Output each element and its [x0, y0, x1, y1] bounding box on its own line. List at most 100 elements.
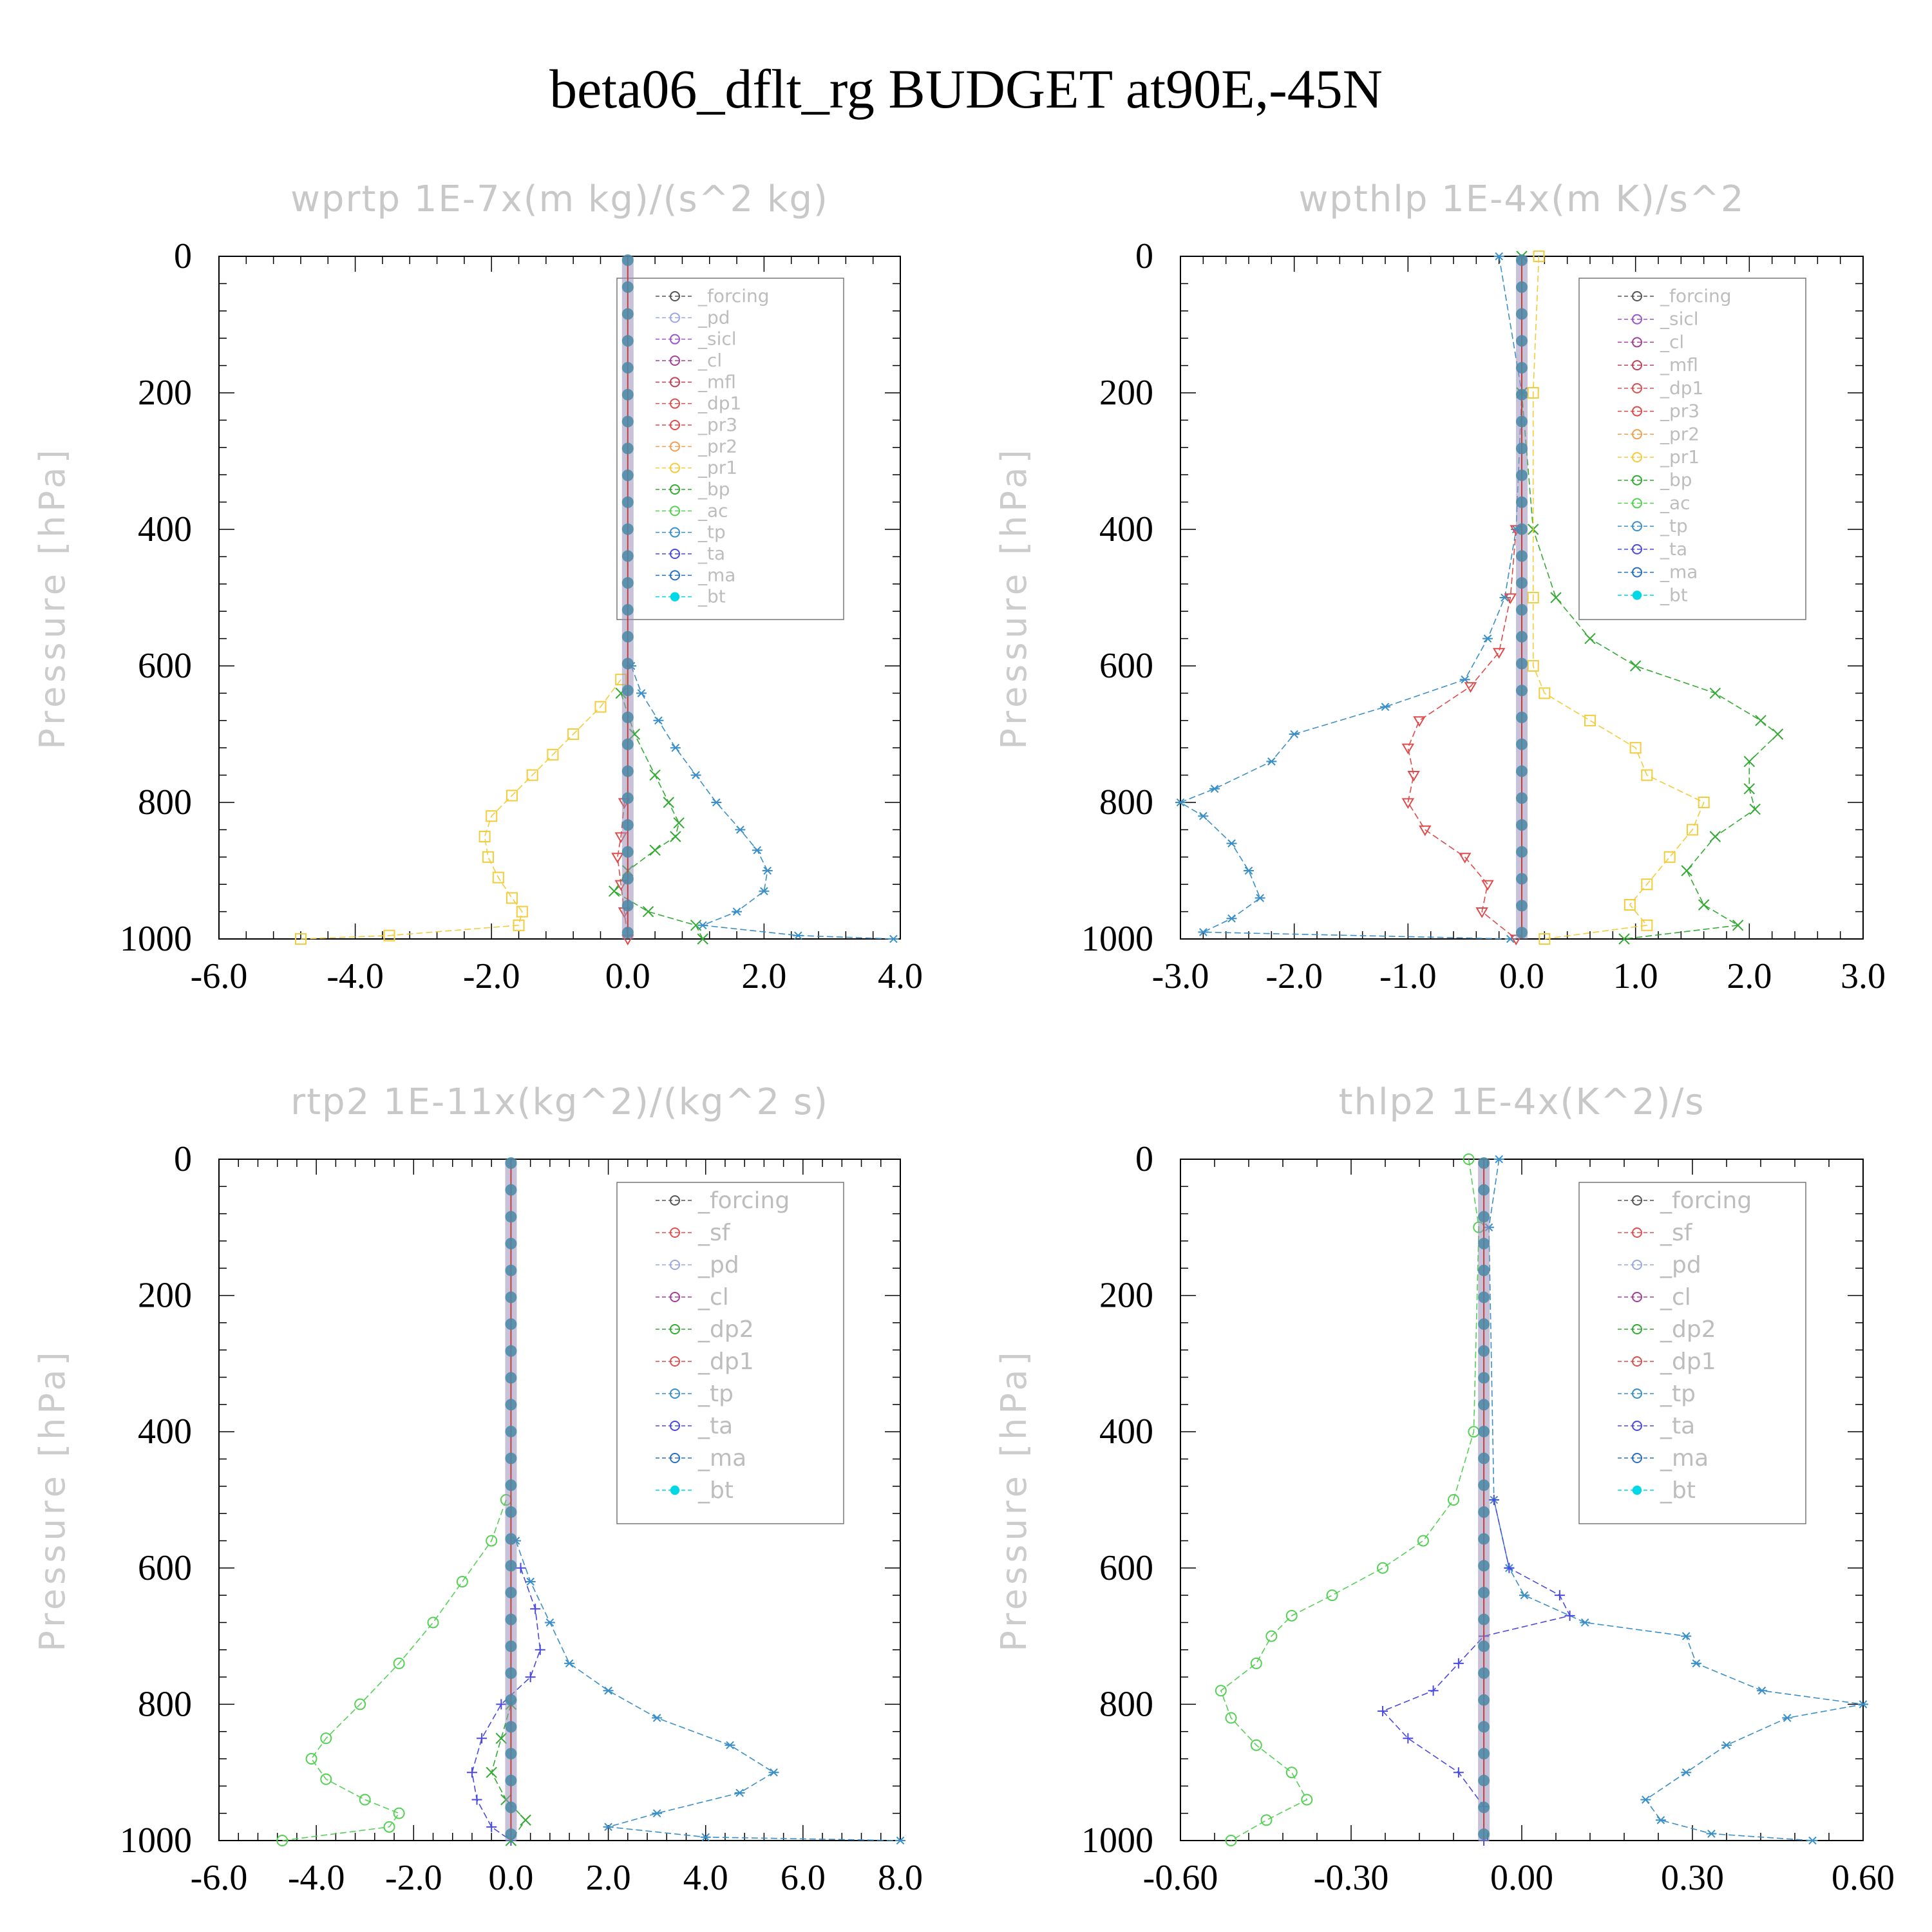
data-point — [1401, 798, 1415, 809]
data-point — [486, 1535, 498, 1547]
x-tick-label: 0.0 — [1499, 956, 1544, 996]
bt-marker — [1478, 1640, 1490, 1653]
bt-marker — [1478, 1667, 1490, 1680]
x-tick-label: -0.30 — [1314, 1858, 1389, 1898]
bt-marker — [1516, 523, 1528, 535]
bt-marker — [621, 900, 634, 912]
data-point — [1407, 771, 1420, 782]
data-point — [471, 1794, 482, 1805]
data-point — [711, 798, 722, 807]
bt-marker — [505, 1452, 517, 1464]
data-point — [544, 1618, 555, 1627]
legend-item: _dp2 — [1660, 1316, 1716, 1343]
bt-marker — [1478, 1533, 1490, 1545]
bt-marker — [1516, 335, 1528, 347]
y-tick-label: 800 — [138, 1684, 192, 1724]
bt-marker — [1516, 711, 1528, 723]
x-tick-label: 8.0 — [878, 1858, 923, 1898]
bt-marker — [505, 1748, 517, 1760]
data-point — [456, 1575, 468, 1587]
data-point — [383, 929, 395, 942]
data-point — [1401, 743, 1415, 755]
legend-item: _cl — [1660, 1284, 1691, 1311]
bt-marker — [621, 873, 634, 885]
bt-marker — [621, 846, 634, 858]
data-point — [1301, 1794, 1313, 1806]
legend-item: _sf — [697, 1220, 731, 1246]
data-point — [1709, 831, 1721, 842]
panel-3: -6.0 -4.0 -2.0 0.0 2.0 4.0 6.0 8.0 0 200 400 600 800… — [32, 1081, 923, 1898]
x-tick-label: -4.0 — [288, 1858, 345, 1898]
x-tick-label: 4.0 — [683, 1858, 728, 1898]
bt-marker — [621, 281, 634, 293]
y-axis-label: Pressure [hPa] — [32, 1348, 73, 1651]
bt-marker — [1516, 496, 1528, 508]
panel-4: -0.60 -0.30 0.00 0.30 0.60 0 200 400 600 800 1000 t… — [994, 1081, 1895, 1898]
bt-marker — [1478, 1774, 1490, 1786]
data-point — [1690, 1659, 1701, 1668]
data-point — [486, 1821, 497, 1832]
y-tick-label: 400 — [1099, 509, 1153, 549]
data-point — [1481, 880, 1494, 891]
data-point — [1709, 687, 1721, 699]
data-point — [1492, 648, 1506, 659]
data-point — [697, 933, 708, 945]
data-point — [495, 1732, 507, 1745]
y-tick-label: 400 — [1099, 1412, 1153, 1452]
data-point — [1527, 387, 1539, 399]
y-tick-label: 0 — [174, 236, 192, 276]
bt-marker — [1516, 792, 1528, 804]
series-line — [613, 693, 703, 940]
legend-item: _pr1 — [1660, 446, 1700, 468]
bt-marker — [505, 1479, 517, 1492]
data-point — [516, 905, 528, 918]
data-point — [670, 743, 681, 752]
y-tick-label: 400 — [138, 509, 192, 549]
legend-item: _pr2 — [697, 435, 737, 457]
data-point — [1453, 1658, 1464, 1669]
data-point — [1749, 803, 1761, 815]
bt-marker — [505, 1586, 517, 1598]
x-tick-label: 0.0 — [488, 1858, 533, 1898]
bt-marker — [1478, 1425, 1490, 1437]
data-point — [1618, 933, 1630, 945]
y-tick-label: 800 — [1099, 782, 1153, 822]
y-tick-label: 0 — [174, 1139, 192, 1179]
bt-marker — [505, 1613, 517, 1625]
bt-marker — [1478, 1694, 1490, 1706]
series-pr3 — [1401, 525, 1522, 945]
legend-item: _pd — [1660, 1252, 1701, 1278]
data-point — [1641, 769, 1653, 781]
y-tick-label: 1000 — [1081, 1821, 1153, 1861]
data-point — [1584, 632, 1596, 645]
x-tick-label: 2.0 — [741, 956, 786, 996]
y-tick-label: 200 — [1099, 1276, 1153, 1316]
data-point — [1519, 1591, 1530, 1600]
bt-marker — [1478, 1828, 1490, 1841]
data-point — [1687, 824, 1698, 836]
legend-item: _tp — [1660, 515, 1688, 536]
data-point — [526, 769, 538, 781]
data-point — [1772, 728, 1784, 740]
data-point — [1641, 919, 1653, 931]
y-tick-label: 400 — [138, 1412, 192, 1452]
series-line — [471, 1567, 541, 1841]
bt-marker — [1478, 1264, 1490, 1276]
bt-marker — [505, 1264, 517, 1276]
data-point — [735, 826, 746, 834]
data-point — [1533, 251, 1545, 262]
data-point — [1640, 1795, 1651, 1804]
data-point — [1250, 1739, 1262, 1751]
data-point — [1326, 1589, 1338, 1602]
series-line — [1381, 1499, 1571, 1841]
data-point — [1198, 811, 1209, 820]
bt-marker — [621, 523, 634, 535]
bt-marker — [505, 1184, 517, 1196]
bt-marker — [505, 1828, 517, 1841]
data-point — [1175, 798, 1186, 807]
bt-marker — [621, 388, 634, 401]
bt-marker — [1478, 1721, 1490, 1733]
data-point — [294, 933, 307, 945]
legend-item: _bt — [697, 1477, 734, 1504]
data-point — [1260, 1814, 1273, 1826]
